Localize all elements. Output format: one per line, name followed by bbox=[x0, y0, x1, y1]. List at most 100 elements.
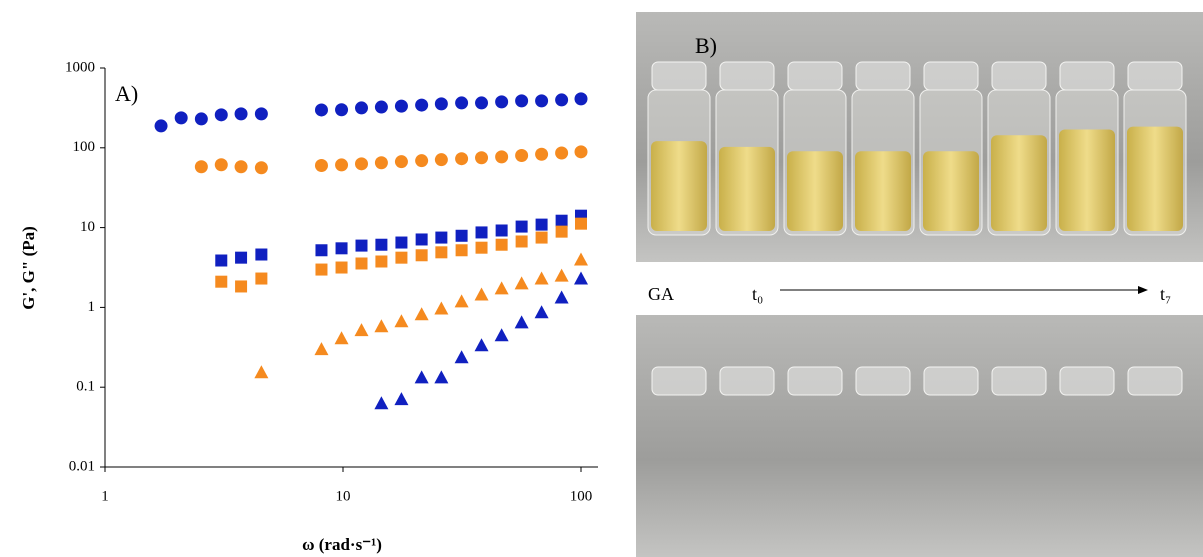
point bbox=[314, 103, 328, 117]
point bbox=[434, 370, 449, 384]
point bbox=[415, 233, 428, 246]
point bbox=[355, 239, 368, 252]
time-start: t₀ bbox=[752, 284, 763, 304]
point bbox=[435, 231, 448, 244]
point bbox=[354, 323, 369, 337]
point bbox=[475, 241, 488, 254]
point bbox=[495, 224, 508, 237]
point bbox=[375, 255, 388, 268]
vial-cap bbox=[991, 366, 1047, 396]
point bbox=[555, 214, 568, 227]
point bbox=[455, 96, 469, 110]
y-tick-label: 0.01 bbox=[69, 458, 95, 474]
point bbox=[375, 238, 388, 251]
sample-label: GA bbox=[648, 284, 674, 304]
point bbox=[374, 156, 388, 170]
point bbox=[315, 244, 328, 257]
point bbox=[335, 158, 349, 172]
point bbox=[575, 217, 587, 230]
panel-label: B) bbox=[695, 33, 717, 58]
vial-cap bbox=[787, 61, 843, 91]
point bbox=[554, 268, 569, 282]
vial-cap bbox=[651, 61, 707, 91]
point bbox=[535, 94, 549, 108]
point bbox=[394, 99, 408, 113]
point bbox=[495, 95, 509, 109]
point bbox=[455, 244, 468, 257]
point bbox=[574, 271, 588, 285]
point bbox=[474, 287, 489, 301]
photo-panel: B) GA t₀ t₇ bbox=[636, 12, 1203, 557]
point bbox=[415, 154, 429, 168]
point bbox=[174, 111, 188, 125]
point bbox=[235, 251, 248, 264]
y-tick-label: 1000 bbox=[65, 59, 95, 75]
point bbox=[215, 275, 228, 288]
vial-cap bbox=[991, 61, 1047, 91]
point bbox=[515, 220, 528, 233]
point bbox=[494, 328, 509, 342]
point bbox=[314, 342, 329, 356]
point bbox=[555, 146, 569, 160]
point bbox=[535, 231, 548, 244]
point bbox=[574, 92, 588, 106]
point bbox=[495, 150, 509, 164]
point bbox=[374, 100, 388, 114]
plot-panel: A) ω (rad·s⁻¹) G', G" (Pa) 0.01 0.1 1 10 100… bbox=[19, 59, 598, 554]
point bbox=[235, 280, 248, 293]
y-tick-label: 10 bbox=[80, 219, 95, 235]
vial-cap bbox=[1127, 61, 1183, 91]
point bbox=[374, 396, 389, 410]
point bbox=[234, 107, 248, 121]
point bbox=[515, 235, 528, 248]
vial-liquid bbox=[787, 151, 843, 231]
point bbox=[475, 151, 489, 165]
point bbox=[334, 331, 349, 345]
point bbox=[234, 160, 248, 174]
point bbox=[335, 103, 349, 117]
vial-cap bbox=[1127, 366, 1183, 396]
photo-bottom bbox=[636, 315, 1203, 557]
point bbox=[455, 152, 469, 166]
y-axis-label: G', G" (Pa) bbox=[19, 226, 38, 310]
point bbox=[254, 107, 268, 121]
point bbox=[434, 153, 448, 167]
point bbox=[455, 229, 468, 242]
point bbox=[494, 281, 509, 295]
point bbox=[395, 251, 408, 264]
time-end: t₇ bbox=[1160, 284, 1171, 304]
x-tick-label: 1 bbox=[101, 488, 109, 504]
point bbox=[315, 263, 328, 276]
point bbox=[395, 236, 408, 249]
vial-liquid bbox=[923, 151, 979, 231]
point bbox=[255, 248, 268, 261]
point bbox=[355, 257, 368, 270]
point bbox=[474, 338, 489, 352]
point bbox=[374, 319, 389, 333]
vial-liquid bbox=[991, 135, 1047, 231]
vial-liquid bbox=[1127, 126, 1183, 231]
point bbox=[514, 276, 529, 290]
point bbox=[415, 249, 428, 262]
point bbox=[535, 147, 549, 161]
point bbox=[434, 97, 448, 111]
vial-liquid bbox=[1059, 129, 1115, 231]
point bbox=[435, 246, 448, 259]
point bbox=[574, 145, 588, 159]
vial-liquid bbox=[855, 151, 911, 231]
point bbox=[194, 112, 208, 126]
y-tick-label: 100 bbox=[73, 139, 96, 155]
point bbox=[495, 238, 508, 251]
point bbox=[555, 225, 568, 238]
vial-cap bbox=[719, 61, 775, 91]
point bbox=[414, 370, 429, 384]
point bbox=[534, 305, 549, 319]
point bbox=[215, 254, 228, 267]
point bbox=[454, 350, 469, 364]
vial-cap bbox=[855, 366, 911, 396]
vial-cap bbox=[1059, 366, 1115, 396]
point bbox=[194, 160, 208, 174]
vial-cap bbox=[651, 366, 707, 396]
point bbox=[475, 226, 488, 239]
